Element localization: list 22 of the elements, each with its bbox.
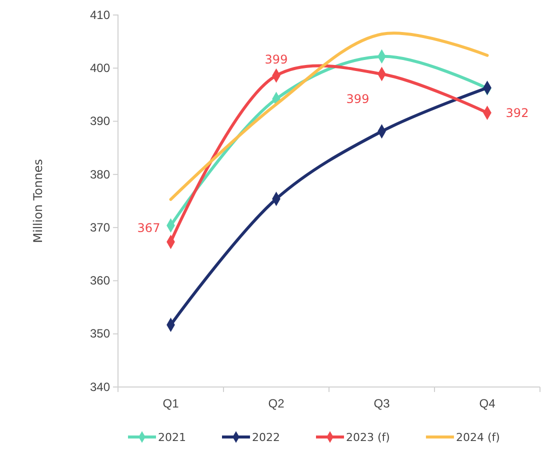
x-tick-label: Q4	[479, 396, 496, 411]
y-tick-label: 410	[90, 8, 110, 22]
y-axis-title: Million Tonnes	[31, 159, 45, 243]
y-tick-label: 360	[90, 274, 110, 288]
legend-label: 2024 (f)	[456, 431, 500, 444]
data-label: 399	[264, 52, 288, 67]
legend-label: 2021	[158, 431, 186, 444]
legend-label: 2023 (f)	[346, 431, 390, 444]
x-tick-label: Q2	[268, 396, 285, 411]
line-series	[169, 32, 489, 201]
y-tick-label: 370	[90, 220, 110, 234]
y-tick-label: 390	[90, 114, 110, 128]
y-tick-label: 350	[90, 326, 110, 341]
data-label: 392	[506, 106, 529, 120]
data-label: 367	[137, 220, 160, 235]
legend-label: 2022	[252, 431, 280, 444]
y-tick-label: 400	[90, 60, 110, 75]
y-tick-label: 340	[90, 380, 110, 394]
data-label: 399	[346, 92, 370, 106]
x-tick-label: Q1	[162, 396, 180, 411]
x-tick-label: Q3	[374, 396, 390, 411]
y-tick-label: 380	[90, 167, 110, 182]
